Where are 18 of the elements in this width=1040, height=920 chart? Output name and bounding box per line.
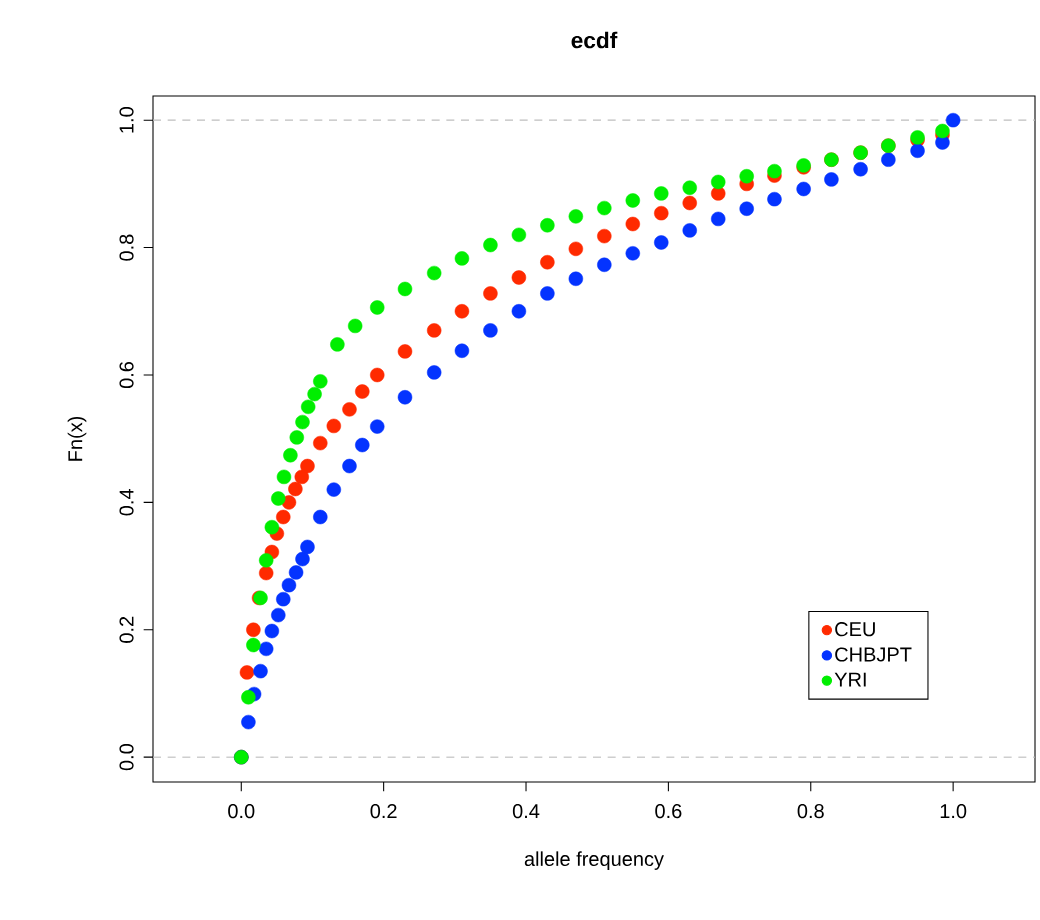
y-tick-label: 0.4 xyxy=(119,489,134,516)
x-tick-label: 0.6 xyxy=(655,804,682,819)
x-tick-label: 0.0 xyxy=(228,804,255,819)
x-tick-label: 0.4 xyxy=(512,804,540,819)
y-tick-label: 0.0 xyxy=(119,744,134,771)
chart-title: ecdf xyxy=(571,31,618,49)
y-axis-title: Fn(x) xyxy=(67,416,87,461)
legend-label: YRI xyxy=(834,672,866,687)
y-tick-label: 0.6 xyxy=(119,361,134,389)
y-tick-label: 1.0 xyxy=(119,107,134,133)
y-tick-label: 0.2 xyxy=(119,616,134,643)
x-tick-label: 0.2 xyxy=(370,804,397,819)
x-tick-label: 0.8 xyxy=(797,804,824,819)
x-tick-label: 1.0 xyxy=(940,804,967,819)
legend-label: CEU xyxy=(835,622,875,637)
y-tick-label: 0.8 xyxy=(119,234,134,261)
x-axis-title: allele frequency xyxy=(524,851,664,870)
legend-label: CHBJPT xyxy=(835,647,912,662)
